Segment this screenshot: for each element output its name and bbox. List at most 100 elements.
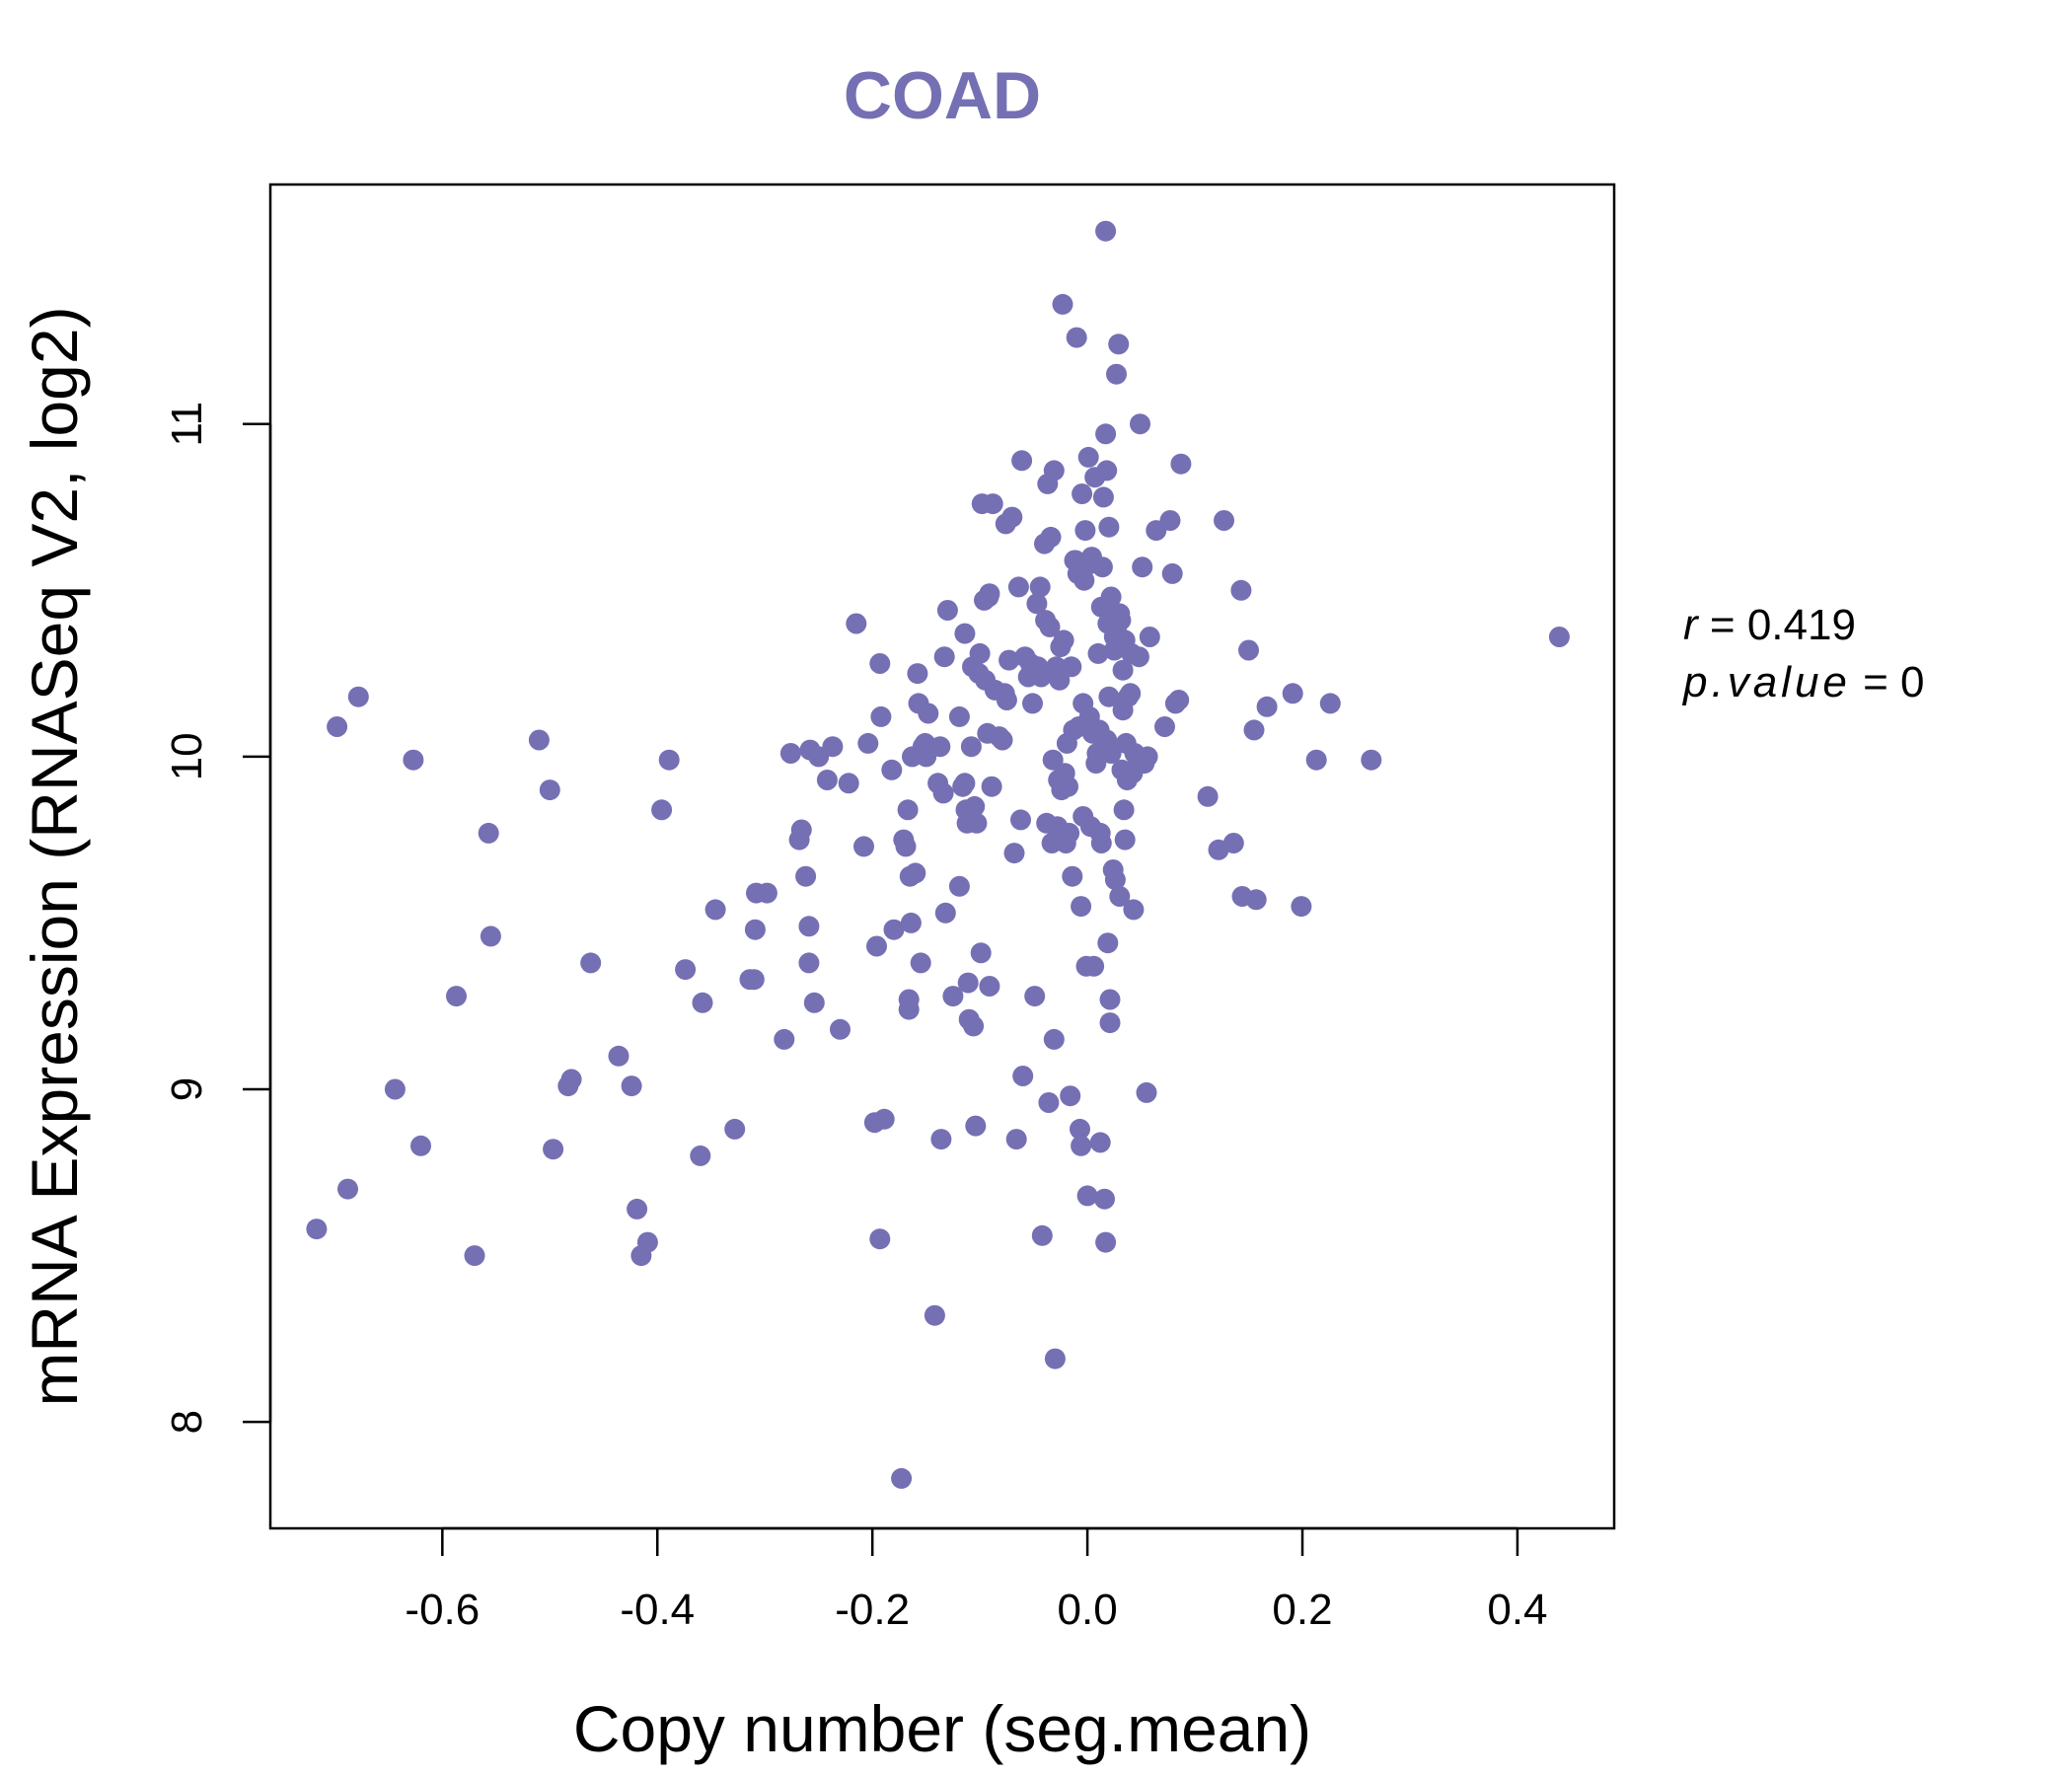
data-point [347, 686, 369, 707]
data-point [1030, 666, 1052, 688]
data-point [1130, 413, 1150, 435]
data-point [1001, 506, 1023, 528]
data-point [1099, 989, 1121, 1010]
data-point [779, 743, 801, 764]
r-value: 0.419 [1747, 601, 1856, 649]
data-point [1222, 833, 1244, 853]
data-point [798, 916, 820, 937]
data-point [692, 992, 713, 1013]
data-point [957, 972, 979, 994]
data-point [981, 776, 1002, 797]
data-point [1096, 460, 1118, 481]
y-tick-label: 8 [163, 1410, 211, 1434]
x-tick-label: 0.2 [1272, 1586, 1332, 1634]
data-point [1168, 690, 1190, 710]
data-point [1230, 579, 1252, 601]
data-point [1038, 1092, 1060, 1113]
data-point [900, 912, 922, 933]
p-value-symbol: p.value [1681, 658, 1851, 706]
data-point [1060, 1085, 1081, 1107]
data-point [924, 1304, 945, 1326]
data-point [1109, 886, 1131, 907]
data-point [1071, 1135, 1092, 1156]
data-point [658, 749, 680, 771]
data-point [897, 799, 919, 821]
p-value: 0 [1900, 658, 1924, 706]
data-point [918, 703, 939, 724]
data-point [1238, 639, 1259, 661]
data-point [774, 1028, 795, 1050]
data-point [1128, 646, 1149, 668]
data-point [1072, 483, 1093, 504]
data-point [1161, 562, 1183, 584]
data-point [1091, 556, 1113, 578]
data-point [1087, 642, 1109, 664]
data-point [1011, 450, 1033, 472]
data-point [1136, 1081, 1157, 1103]
data-point [621, 1075, 642, 1097]
data-point [846, 613, 867, 634]
data-point [1099, 1012, 1121, 1034]
data-point [969, 642, 991, 664]
data-point [1113, 799, 1135, 821]
x-tick-label: 0.0 [1058, 1586, 1118, 1634]
data-point [803, 992, 825, 1013]
data-point [996, 690, 1017, 710]
data-point [337, 1178, 358, 1200]
data-point [966, 812, 988, 834]
data-point [1106, 363, 1127, 385]
data-point [1114, 829, 1136, 851]
data-point [1170, 453, 1192, 475]
data-point [1039, 616, 1061, 637]
data-point [965, 1115, 987, 1137]
data-point [970, 942, 992, 964]
data-point [1548, 627, 1570, 647]
data-point [869, 653, 891, 674]
y-tick-label: 11 [163, 402, 211, 447]
data-point [907, 663, 928, 685]
chart-title: COAD [844, 58, 1041, 133]
data-point [883, 919, 905, 940]
data-point [327, 716, 348, 737]
data-point [1097, 932, 1119, 954]
data-point [756, 882, 777, 904]
data-point [1044, 1348, 1066, 1369]
x-tick-label: 0.4 [1487, 1586, 1547, 1634]
data-point [942, 986, 964, 1007]
data-point [627, 1198, 648, 1220]
p-equals: = [1863, 658, 1900, 706]
plot-frame [268, 183, 1616, 1530]
y-tick-label: 9 [163, 1077, 211, 1101]
y-axis-label: mRNA Expression (RNASeq V2, log2) [18, 306, 91, 1406]
data-point [528, 729, 550, 751]
data-point [948, 705, 970, 727]
data-point [1319, 693, 1341, 714]
data-point [1243, 719, 1265, 741]
data-point [480, 925, 501, 947]
data-point [964, 795, 986, 817]
r-stat: r = 0.419 [1683, 601, 1856, 649]
data-point [963, 1015, 985, 1037]
data-point [932, 782, 954, 804]
data-point [1108, 333, 1130, 355]
data-point [543, 1139, 564, 1160]
data-point [930, 1129, 952, 1150]
data-point [838, 773, 859, 794]
data-point [306, 1219, 328, 1240]
data-point [608, 1045, 629, 1067]
data-point [798, 952, 820, 974]
data-point [866, 935, 887, 957]
data-point [1095, 1231, 1117, 1253]
data-point [1305, 749, 1327, 771]
data-point [1040, 526, 1062, 548]
data-point [1098, 516, 1120, 538]
data-point [1005, 1129, 1027, 1150]
data-point [954, 773, 976, 794]
data-point [724, 1118, 746, 1140]
data-point [1092, 486, 1114, 508]
data-point [853, 836, 874, 857]
data-point [929, 736, 951, 758]
data-point [1076, 1185, 1098, 1207]
data-point [1070, 1118, 1090, 1140]
data-point [1098, 686, 1120, 707]
